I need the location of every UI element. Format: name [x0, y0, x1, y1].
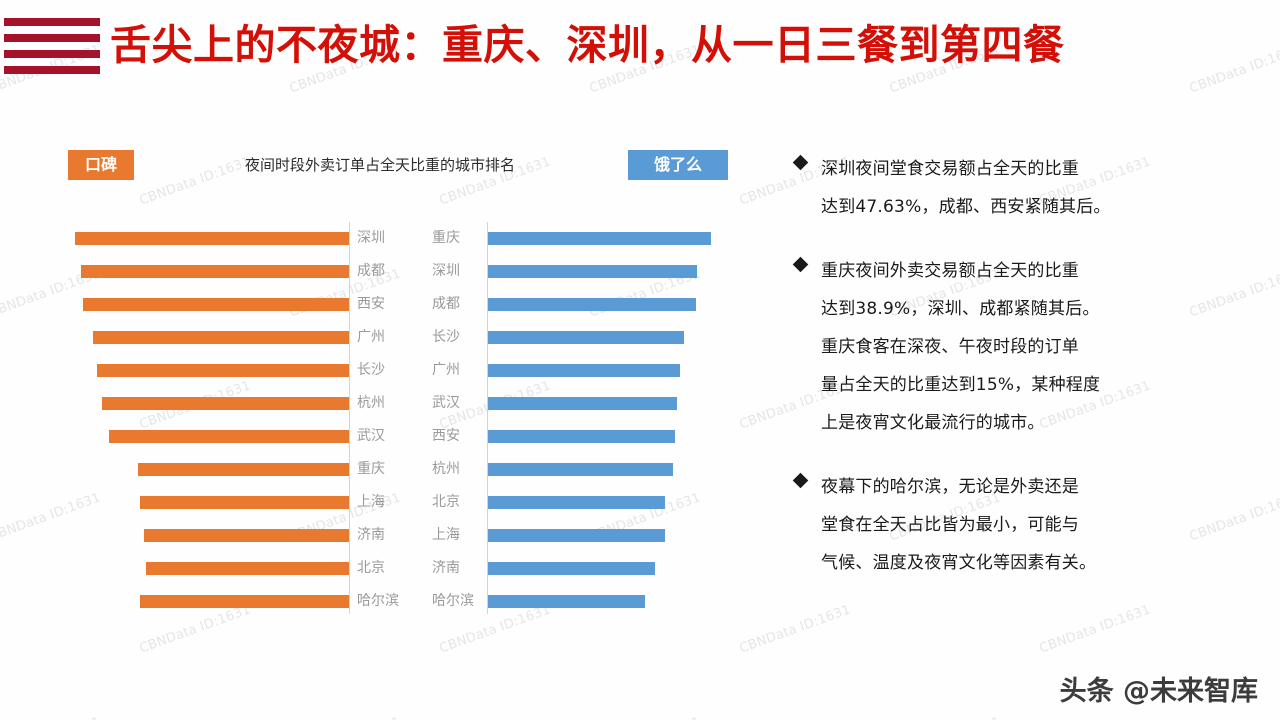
label-eleme-深圳: 深圳 — [432, 263, 460, 279]
bar-eleme-哈尔滨[interactable] — [488, 595, 645, 608]
label-koubei-西安: 西安 — [357, 296, 385, 312]
bar-eleme-成都[interactable] — [488, 298, 696, 311]
label-eleme-广州: 广州 — [432, 362, 460, 378]
bar-koubei-西安[interactable] — [83, 298, 349, 311]
label-eleme-重庆: 重庆 — [432, 230, 460, 246]
header-bars-icon — [4, 18, 100, 74]
bullet-chongqing-line-1: 重庆夜间外卖交易额占全天的比重 — [821, 261, 1079, 281]
chart-row: 上海 北京 — [0, 486, 760, 519]
bar-koubei-深圳[interactable] — [75, 232, 349, 245]
bars-plot-area: 深圳 重庆 成都 深圳 西安 成都 广州 长沙 长沙 广州 杭州 武汉 武汉 西安 重庆 杭州 上海 北京 济南 上海… — [0, 222, 760, 622]
label-eleme-武汉: 武汉 — [432, 395, 460, 411]
chart-row: 杭州 武汉 — [0, 387, 760, 420]
bar-koubei-成都[interactable] — [81, 265, 349, 278]
header-bar-2 — [4, 34, 100, 42]
bar-eleme-重庆[interactable] — [488, 232, 711, 245]
bullet-shenzhen-line-1: 深圳夜间堂食交易额占全天的比重 — [821, 159, 1079, 179]
label-koubei-广州: 广州 — [357, 329, 385, 345]
chart-row: 西安 成都 — [0, 288, 760, 321]
bar-eleme-济南[interactable] — [488, 562, 655, 575]
chart-panel: 口碑 夜间时段外卖订单占全天比重的城市排名 饿了么 深圳 重庆 成都 深圳 西安 成都 广州… — [0, 150, 760, 640]
label-koubei-深圳: 深圳 — [357, 230, 385, 246]
chart-row: 武汉 西安 — [0, 420, 760, 453]
label-koubei-长沙: 长沙 — [357, 362, 385, 378]
label-eleme-哈尔滨: 哈尔滨 — [432, 593, 474, 609]
diamond-bullet-icon — [792, 154, 809, 171]
label-eleme-成都: 成都 — [432, 296, 460, 312]
label-eleme-北京: 北京 — [432, 494, 460, 510]
bar-koubei-重庆[interactable] — [138, 463, 349, 476]
legend-badge-eleme: 饿了么 — [628, 150, 728, 180]
bar-koubei-上海[interactable] — [140, 496, 349, 509]
watermark-text: CBNData ID:1631 — [587, 714, 702, 720]
bar-koubei-北京[interactable] — [146, 562, 349, 575]
chart-row: 成都 深圳 — [0, 255, 760, 288]
diamond-bullet-icon — [792, 256, 809, 273]
bullet-harbin-line-2: 堂食在全天占比皆为最小，可能与 — [821, 515, 1079, 535]
slide-header: 舌尖上的不夜城：重庆、深圳，从一日三餐到第四餐 — [0, 0, 1280, 92]
watermark-text: CBNData ID:1631 — [887, 714, 1002, 720]
bar-koubei-济南[interactable] — [144, 529, 349, 542]
label-eleme-西安: 西安 — [432, 428, 460, 444]
bar-koubei-广州[interactable] — [93, 331, 349, 344]
bar-eleme-深圳[interactable] — [488, 265, 697, 278]
bullet-chongqing-line-3: 重庆食客在深夜、午夜时段的订单 — [821, 337, 1079, 357]
bar-eleme-北京[interactable] — [488, 496, 665, 509]
label-koubei-重庆: 重庆 — [357, 461, 385, 477]
bullet-harbin-line-1: 夜幕下的哈尔滨，无论是外卖还是 — [821, 477, 1079, 497]
label-koubei-济南: 济南 — [357, 527, 385, 543]
bar-eleme-西安[interactable] — [488, 430, 675, 443]
axis-line-right-chart — [487, 222, 488, 614]
chart-row: 广州 长沙 — [0, 321, 760, 354]
label-eleme-济南: 济南 — [432, 560, 460, 576]
label-eleme-上海: 上海 — [432, 527, 460, 543]
bullet-chongqing-line-2: 达到38.9%，深圳、成都紧随其后。 — [821, 299, 1100, 319]
header-bar-4 — [4, 66, 100, 74]
label-eleme-长沙: 长沙 — [432, 329, 460, 345]
bar-eleme-杭州[interactable] — [488, 463, 673, 476]
header-bar-1 — [4, 18, 100, 26]
axis-line-left-chart — [349, 222, 350, 614]
bullet-chongqing-line-4: 量占全天的比重达到15%，某种程度 — [821, 375, 1101, 395]
bar-eleme-长沙[interactable] — [488, 331, 684, 344]
chart-row: 北京 济南 — [0, 552, 760, 585]
watermark-text: CBNData ID:1631 — [1187, 714, 1280, 720]
label-koubei-成都: 成都 — [357, 263, 385, 279]
label-koubei-北京: 北京 — [357, 560, 385, 576]
chart-row: 长沙 广州 — [0, 354, 760, 387]
diamond-bullet-icon — [792, 472, 809, 489]
page-title: 舌尖上的不夜城：重庆、深圳，从一日三餐到第四餐 — [110, 21, 1065, 69]
chart-row: 哈尔滨 哈尔滨 — [0, 585, 760, 618]
bar-eleme-广州[interactable] — [488, 364, 680, 377]
chart-row: 重庆 杭州 — [0, 453, 760, 486]
chart-title: 夜间时段外卖订单占全天比重的城市排名 — [244, 156, 515, 174]
watermark-text: CBNData ID:1631 — [0, 714, 103, 720]
bullet-chongqing: 重庆夜间外卖交易额占全天的比重达到38.9%，深圳、成都紧随其后。 重庆食客在深夜… — [792, 252, 1255, 442]
label-koubei-哈尔滨: 哈尔滨 — [357, 593, 399, 609]
bar-eleme-上海[interactable] — [488, 529, 665, 542]
label-eleme-杭州: 杭州 — [432, 461, 460, 477]
chart-row: 济南 上海 — [0, 519, 760, 552]
legend-badge-koubei: 口碑 — [68, 150, 134, 180]
header-bar-3 — [4, 50, 100, 58]
label-koubei-上海: 上海 — [357, 494, 385, 510]
chart-row: 深圳 重庆 — [0, 222, 760, 255]
bar-koubei-哈尔滨[interactable] — [140, 595, 349, 608]
watermark-text: CBNData ID:1631 — [287, 714, 402, 720]
bar-eleme-武汉[interactable] — [488, 397, 677, 410]
bullet-chongqing-line-5: 上是夜宵文化最流行的城市。 — [821, 413, 1045, 433]
bullet-harbin-line-3: 气候、温度及夜宵文化等因素有关。 — [821, 553, 1097, 573]
watermark-text: CBNData ID:1631 — [1037, 602, 1153, 657]
bullet-shenzhen: 深圳夜间堂食交易额占全天的比重达到47.63%，成都、西安紧随其后。 — [792, 150, 1255, 226]
bar-koubei-杭州[interactable] — [102, 397, 349, 410]
bar-koubei-武汉[interactable] — [109, 430, 349, 443]
insights-list: 深圳夜间堂食交易额占全天的比重 达到47.63%，成都、西安紧随其后。 重庆夜间外卖… — [792, 150, 1255, 608]
label-koubei-杭州: 杭州 — [357, 395, 385, 411]
bullet-harbin: 夜幕下的哈尔滨，无论是外卖还是 堂食在全天占比皆为最小，可能与 气候、温度及夜宵文化… — [792, 468, 1255, 582]
bullet-shenzhen-line-2: 达到47.63%，成都、西安紧随其后。 — [821, 197, 1111, 217]
brand-watermark: 头条 @未来智库 — [1059, 676, 1258, 707]
label-koubei-武汉: 武汉 — [357, 428, 385, 444]
bar-koubei-长沙[interactable] — [97, 364, 349, 377]
